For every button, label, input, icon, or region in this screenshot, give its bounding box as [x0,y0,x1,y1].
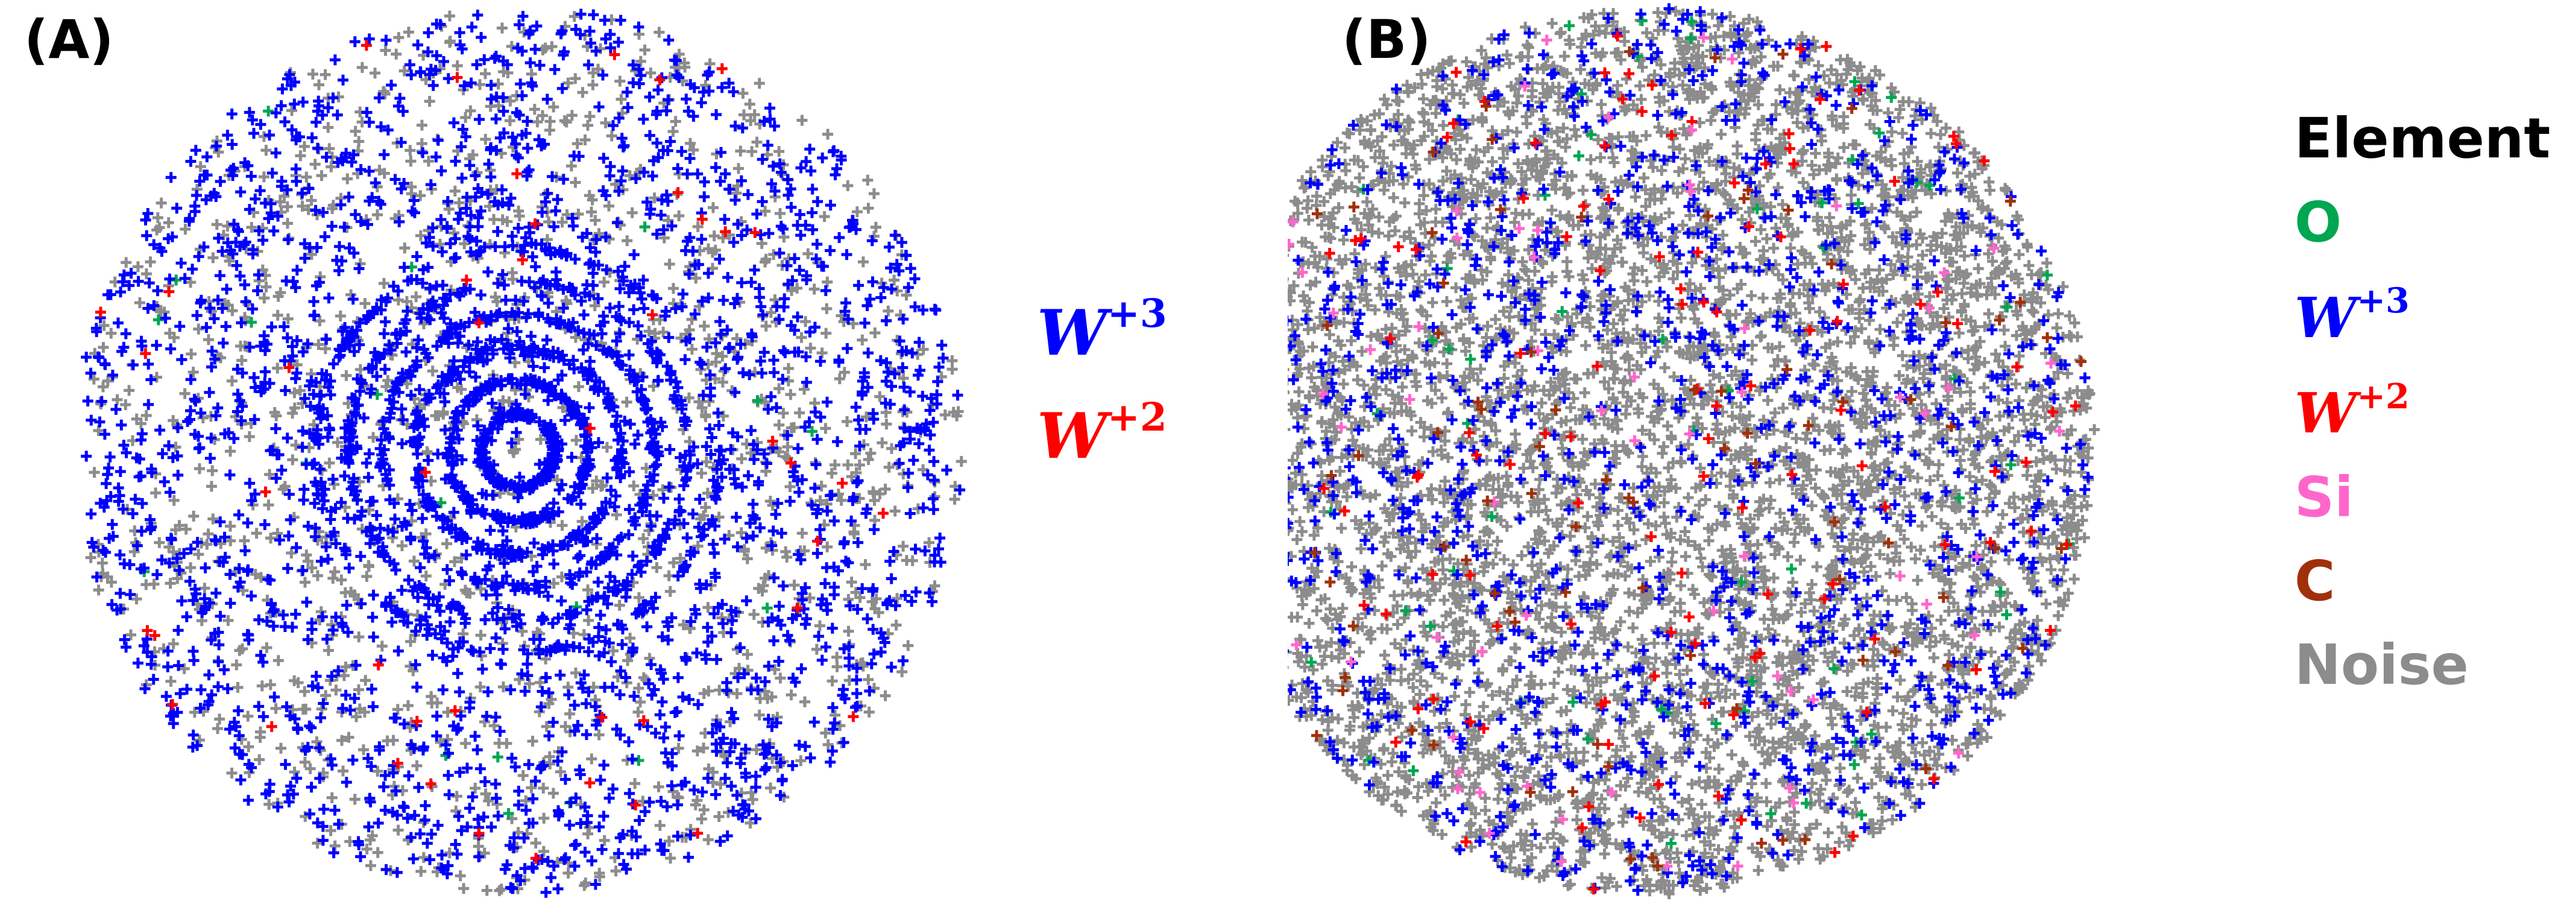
scatter-marks [1288,3,2094,896]
legend-a-item: W+2 [1037,394,1167,473]
legend-b-item: W+2 [2294,376,2410,446]
legend-b-item: O [2294,190,2342,254]
panel-label-a: (A) [24,8,114,71]
scatter-marks [1306,15,2074,849]
legend-b-item: W+3 [2294,280,2410,350]
series-w-2 [95,40,889,864]
scatter-marks [95,40,889,864]
series-w-2 [1318,30,2081,895]
legend-b-item: C [2294,549,2335,614]
scatter-marks [1288,5,2100,900]
legend-b: Element O W+3 W+2 Si C Noise [2294,96,2551,707]
legend-b-item: Si [2294,465,2354,530]
series-c [1309,46,2086,872]
legend-b-item: Noise [2294,633,2469,698]
scatter-marks [1309,46,2086,872]
scatter-marks [1288,32,2065,872]
panel-b: (B) Element O W+3 W+2 Si C Noise [1288,0,2576,904]
legend-a-item: W+3 [1037,291,1167,370]
legend-title: Element [2294,106,2551,171]
panel-a: (A) W+3 W+2 [24,8,1167,898]
series-o [1306,15,2074,849]
series-si [1288,32,2065,872]
detector-hit-map-a [81,8,967,898]
legend-a: W+3 W+2 [1037,274,1167,481]
series-w-3 [1288,3,2094,896]
panel-label-b: (B) [1342,8,1431,71]
series-noise [1288,5,2100,900]
scatter-marks [1318,30,2081,895]
detector-hit-map-b [1288,3,2100,900]
